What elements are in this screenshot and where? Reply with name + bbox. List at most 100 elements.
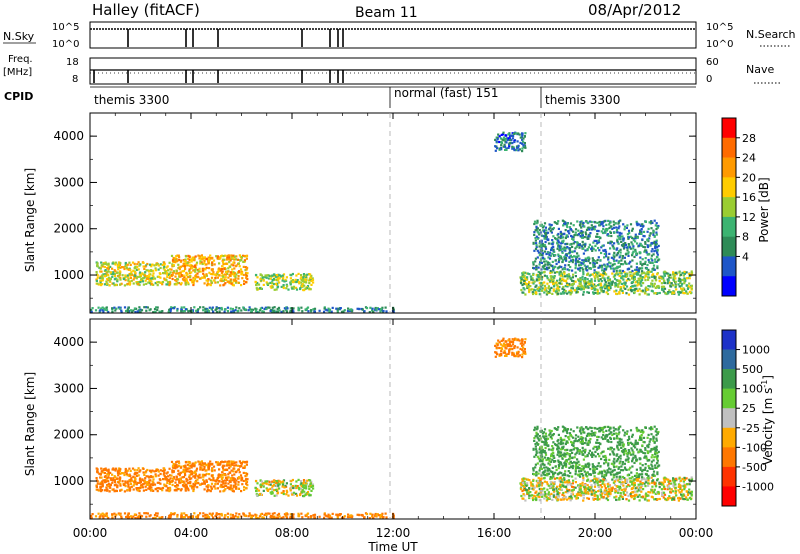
data-cell [207,259,211,263]
data-cell [616,238,619,241]
data-cell [143,267,146,270]
data-cell [244,475,247,478]
data-cell [331,306,334,309]
data-cell [269,487,272,490]
data-cell [689,286,692,289]
data-cell [348,308,351,311]
data-cell [190,477,193,480]
data-cell [582,476,585,480]
data-cell [640,490,643,493]
data-cell [542,225,546,228]
data-cell [158,275,161,278]
data-cell [187,487,190,490]
data-cell [350,516,354,519]
data-cell [576,492,580,495]
data-cell [199,262,202,265]
data-cell [185,483,188,486]
data-cell [215,311,219,314]
data-cell [593,485,597,488]
data-cell [640,227,643,231]
data-cell [602,249,605,252]
data-cell [304,493,307,496]
data-cell [624,253,627,256]
data-cell [255,490,258,493]
data-cell [674,273,677,276]
data-cell [568,289,571,293]
data-cell [125,472,128,475]
data-cell [500,141,503,144]
data-cell [214,514,217,518]
data-cell [536,249,539,252]
data-cell [127,485,130,488]
data-cell [597,256,600,259]
data-cell [222,263,225,266]
data-cell [564,249,567,252]
data-cell [624,242,627,245]
data-cell [303,494,306,498]
cpid-segment-3: themis 3300 [545,93,620,107]
data-cell [117,472,121,475]
data-cell [163,474,166,478]
data-cell [271,282,274,285]
data-cell [618,269,621,272]
data-cell [228,281,231,284]
data-cell [198,473,201,476]
data-cell [174,257,177,260]
data-cell [105,280,108,283]
data-cell [306,285,310,288]
data-cell [593,288,596,291]
data-cell [199,277,202,280]
data-cell [368,311,371,314]
data-cell [218,256,221,259]
data-cell [627,229,631,232]
data-cell [323,310,326,313]
data-cell [342,310,345,313]
data-cell [600,246,603,249]
data-cell [229,274,232,277]
data-cell [674,271,677,274]
data-cell [214,308,217,312]
data-cell [526,276,529,279]
data-cell [559,247,562,250]
data-cell [563,272,566,275]
data-cell [193,306,196,309]
data-cell [601,269,604,272]
data-cell [611,272,614,275]
data-cell [647,273,650,276]
data-cell [265,281,268,284]
data-cell [106,267,109,270]
data-cell [226,486,229,489]
data-cell [203,274,206,277]
data-cell [603,220,606,223]
data-cell [100,307,103,310]
data-cell [651,285,654,288]
data-cell [613,226,616,229]
data-cell [209,478,212,482]
data-cell [540,247,543,250]
data-cell [250,514,253,517]
data-cell [548,280,552,283]
data-cell [265,274,269,277]
data-cell [172,256,175,260]
data-cell [680,490,683,493]
data-cell [619,289,622,292]
data-cell [572,242,575,245]
data-cell [102,310,105,313]
data-cell [632,247,635,250]
data-cell [265,513,268,516]
data-cell [647,484,650,487]
data-cell [541,287,544,290]
data-cell [151,263,154,266]
data-cell [302,483,305,486]
data-cell [246,266,249,269]
data-cell [308,279,311,282]
data-cell [619,495,622,498]
data-cell [285,276,288,279]
data-cell [574,271,577,274]
data-cell [578,287,581,290]
data-cell [596,258,599,262]
data-cell [176,478,179,481]
data-cell [233,272,236,275]
data-cell [189,484,192,487]
data-cell [683,272,686,275]
